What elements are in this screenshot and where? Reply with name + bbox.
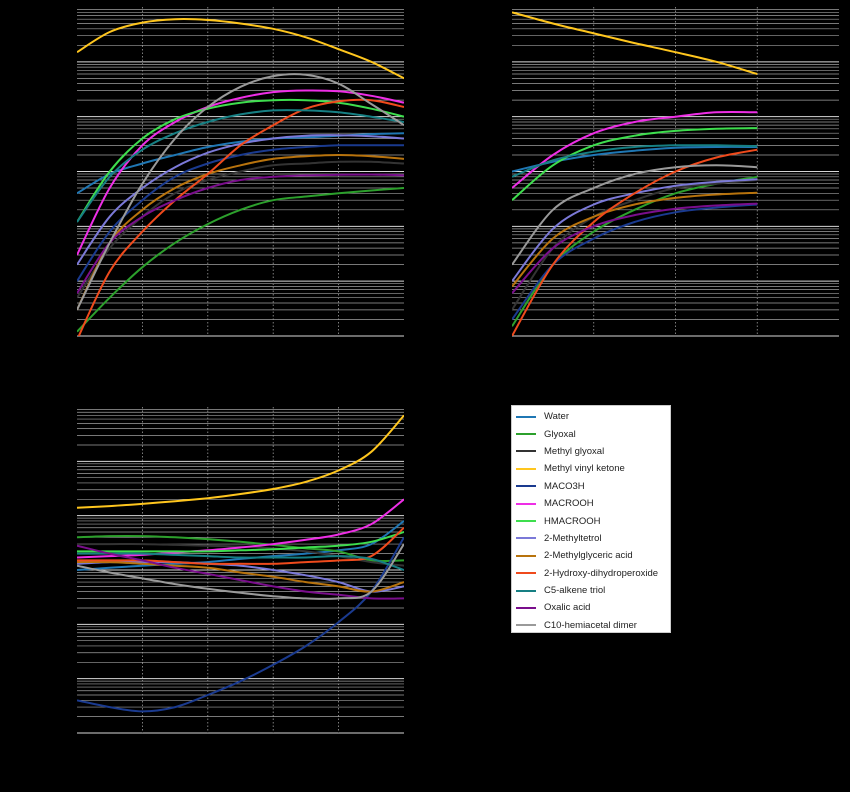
series-line-hydroxydihydroperoxide	[77, 526, 404, 565]
panel-top-right	[512, 7, 839, 337]
legend-swatch	[516, 572, 536, 575]
series-line-methylglyceric	[77, 560, 404, 593]
series-line-c10dimer	[512, 164, 758, 266]
series-line-hmacrooh	[77, 98, 404, 223]
legend-item-water: Water	[516, 408, 670, 425]
series-line-hmacrooh	[512, 127, 758, 201]
legend-label: Methyl glyoxal	[544, 445, 605, 457]
legend-swatch	[516, 467, 536, 470]
series-line-glyoxal	[77, 187, 404, 333]
legend-label: Methyl vinyl ketone	[544, 463, 625, 475]
legend-item-2-methylglyceric-acid: 2-Methylglyceric acid	[516, 547, 670, 564]
legend-label: MACROOH	[544, 498, 594, 510]
legend-item-macrooh: MACROOH	[516, 495, 670, 512]
series-line-c5alkenetriol	[77, 552, 404, 571]
legend-swatch	[516, 520, 536, 523]
series-line-macrooh	[512, 110, 758, 189]
legend-item-2-methyltetrol: 2-Methyltetrol	[516, 530, 670, 547]
series-line-methylglyceric	[77, 153, 404, 311]
legend-label: MACO3H	[544, 480, 585, 492]
legend-item-maco3h: MACO3H	[516, 478, 670, 495]
legend-label: 2-Methyltetrol	[544, 532, 602, 544]
series-line-hydroxydihydroperoxide	[77, 98, 404, 336]
legend-label: Water	[544, 411, 569, 423]
legend-item-2-hydroxy-dihydroperoxide: 2-Hydroxy-dihydroperoxide	[516, 565, 670, 582]
legend-item-glyoxal: Glyoxal	[516, 425, 670, 442]
series-line-methylglyoxal	[77, 160, 404, 299]
series-line-c10dimer	[77, 73, 404, 311]
series-line-glyoxal	[77, 534, 404, 563]
panel-bottom-left	[77, 407, 404, 734]
series-line-macrooh	[77, 498, 404, 559]
series-line-maco3h	[77, 536, 404, 713]
series-line-mvk	[512, 11, 758, 75]
legend-label: C5-alkene triol	[544, 585, 606, 597]
legend-swatch	[516, 485, 536, 488]
series-line-c10dimer	[77, 543, 404, 600]
legend-label: 2-Methylglyceric acid	[544, 550, 633, 562]
legend-label: Glyoxal	[544, 428, 576, 440]
legend-swatch	[516, 433, 536, 436]
series-line-mvk	[77, 18, 404, 80]
legend-label: 2-Hydroxy-dihydroperoxide	[544, 567, 659, 579]
legend-label: Oxalic acid	[544, 602, 591, 614]
legend-label: HMACROOH	[544, 515, 601, 527]
legend-swatch	[516, 537, 536, 540]
series-line-hmacrooh	[77, 531, 404, 553]
legend-swatch	[516, 450, 536, 453]
legend-swatch	[516, 415, 536, 418]
legend-swatch	[516, 606, 536, 609]
legend-item-methyl-glyoxal: Methyl glyoxal	[516, 443, 670, 460]
series-line-methyltetrol	[77, 134, 404, 266]
legend-swatch	[516, 502, 536, 505]
series-line-c5alkenetriol	[512, 144, 758, 178]
series-line-maco3h	[77, 144, 404, 282]
legend-item-oxalic-acid: Oxalic acid	[516, 599, 670, 616]
series-line-water	[512, 145, 758, 173]
legend: Water Glyoxal Methyl glyoxal Methyl viny…	[511, 405, 671, 633]
legend-swatch	[516, 589, 536, 592]
legend-label: C10-hemiacetal dimer	[544, 619, 637, 631]
legend-swatch	[516, 554, 536, 557]
legend-item-c5-alkene-triol: C5-alkene triol	[516, 582, 670, 599]
series-line-c5alkenetriol	[77, 109, 404, 223]
legend-swatch	[516, 624, 536, 627]
series-line-oxalic	[77, 544, 404, 600]
legend-item-hmacrooh: HMACROOH	[516, 512, 670, 529]
series-line-oxalic	[512, 202, 758, 294]
panel-top-left	[77, 7, 404, 337]
series-line-hydroxydihydroperoxide	[512, 148, 758, 336]
legend-item-methyl-vinyl-ketone: Methyl vinyl ketone	[516, 460, 670, 477]
series-line-mvk	[77, 414, 404, 509]
series-line-water	[77, 520, 404, 571]
series-line-methylglyceric	[512, 191, 758, 288]
series-line-oxalic	[77, 173, 404, 294]
legend-item-c10-hemiacetal-dimer: C10-hemiacetal dimer	[516, 617, 670, 634]
series-line-methyltetrol	[77, 560, 404, 593]
